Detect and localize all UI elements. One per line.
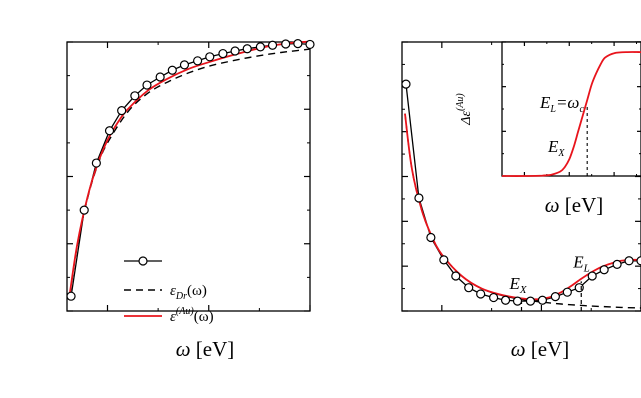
data-point-marker bbox=[66, 291, 76, 301]
data-point-marker bbox=[218, 48, 228, 59]
data-point-marker bbox=[401, 79, 411, 89]
data-point-marker bbox=[230, 46, 240, 56]
panel-a: ω [eV] εDr(ω) ε(Au)(ω) bbox=[66, 39, 315, 361]
data-point-marker bbox=[117, 105, 127, 116]
energy-annotation: EL bbox=[572, 252, 590, 274]
data-point-marker bbox=[104, 126, 115, 136]
panel-b: ω [eV] EX EL bbox=[401, 41, 641, 361]
data-point-marker bbox=[255, 42, 265, 52]
data-point-marker bbox=[293, 39, 303, 49]
panel-b-inset: Δε(Au) ω [eV] EL=ωc EX bbox=[455, 41, 641, 217]
data-point-marker bbox=[130, 91, 140, 101]
data-point-marker bbox=[305, 39, 315, 50]
data-point-marker bbox=[167, 65, 177, 75]
data-point-marker bbox=[624, 256, 634, 266]
inset-y-axis-title: Δε(Au) bbox=[455, 93, 474, 126]
data-point-marker bbox=[155, 72, 165, 82]
model-red-line bbox=[69, 40, 311, 293]
data-point-marker bbox=[193, 56, 203, 66]
data-point-marker bbox=[587, 271, 597, 281]
legend-marker bbox=[138, 256, 148, 266]
x-axis-title: ω [eV] bbox=[511, 337, 570, 361]
inset-resonance-annotation: EL=ωc bbox=[539, 93, 584, 115]
data-point-marker bbox=[242, 44, 252, 54]
inset-x-axis-title: ω [eV] bbox=[545, 193, 604, 217]
data-point-marker bbox=[562, 287, 572, 297]
legend-label-model: ε(Au)(ω) bbox=[170, 306, 214, 325]
experimental-line bbox=[70, 42, 311, 297]
data-point-marker bbox=[500, 295, 511, 305]
data-point-marker bbox=[574, 283, 584, 293]
data-point-marker bbox=[476, 289, 486, 299]
data-point-marker bbox=[281, 39, 291, 49]
data-point-marker bbox=[525, 296, 536, 306]
data-point-marker bbox=[636, 256, 641, 266]
legend-label-drude: εDr(ω) bbox=[170, 283, 207, 302]
data-point-marker bbox=[612, 259, 622, 269]
drude-dashed-line bbox=[69, 48, 311, 294]
inset-interband-annotation: EX bbox=[547, 137, 565, 159]
data-point-marker bbox=[179, 60, 190, 70]
data-point-marker bbox=[550, 292, 560, 302]
data-point-marker bbox=[599, 265, 609, 275]
energy-annotation: EX bbox=[509, 274, 528, 296]
x-axis-title: ω [eV] bbox=[176, 337, 235, 361]
data-point-marker bbox=[142, 80, 152, 90]
data-point-marker bbox=[512, 296, 523, 306]
data-point-marker bbox=[489, 292, 499, 303]
data-point-marker bbox=[79, 205, 89, 215]
data-point-marker bbox=[464, 283, 474, 293]
data-point-marker bbox=[91, 158, 101, 168]
delta-epsilon-curve bbox=[501, 51, 641, 177]
data-point-marker bbox=[426, 232, 436, 243]
data-point-marker bbox=[267, 40, 278, 50]
data-point-marker bbox=[205, 52, 215, 62]
data-point-marker bbox=[451, 271, 461, 281]
plot-frame bbox=[66, 41, 311, 312]
data-point-marker bbox=[537, 295, 548, 305]
data-point-marker bbox=[439, 255, 449, 265]
data-point-marker bbox=[414, 193, 424, 203]
legend: εDr(ω) ε(Au)(ω) bbox=[124, 256, 214, 325]
